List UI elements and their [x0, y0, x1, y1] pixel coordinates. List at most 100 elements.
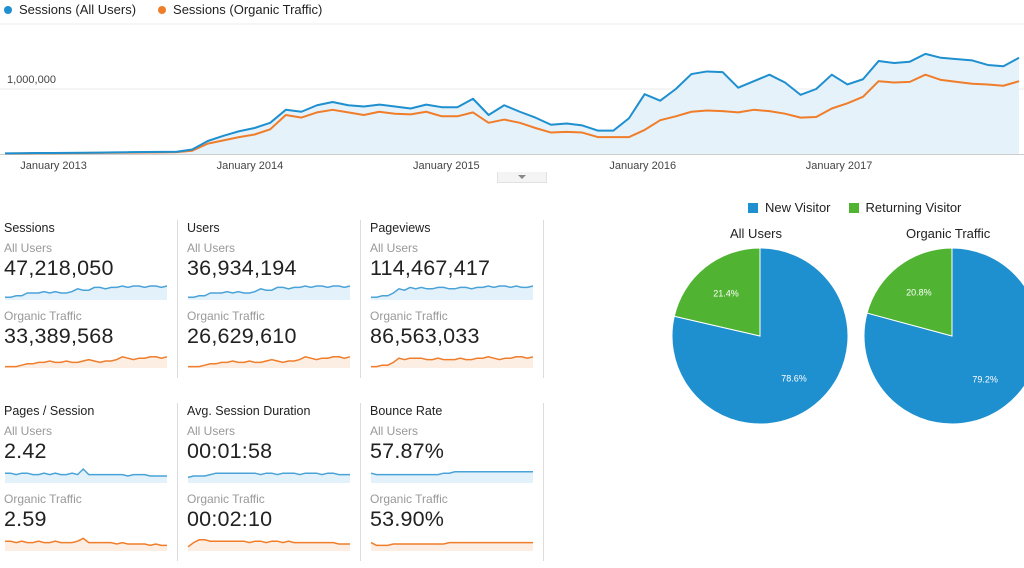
pie-legend-returning[interactable]: Returning Visitor — [848, 200, 962, 215]
legend-marker-organic — [158, 5, 167, 14]
x-tick-label: January 2016 — [609, 160, 676, 172]
pie-legend-label-returning: Returning Visitor — [865, 200, 962, 215]
metric-title: Bounce Rate — [370, 404, 443, 418]
sparkline-organic-line — [5, 356, 168, 368]
metric-value-all-users: 57.87% — [370, 439, 445, 463]
legend-item-all-users[interactable]: Sessions (All Users) — [4, 2, 136, 17]
metric-title: Avg. Session Duration — [187, 404, 311, 418]
metric-value-organic: 33,389,568 — [4, 324, 114, 348]
pie-slice-label: 78.6% — [781, 374, 807, 384]
sparkline-all-users-line — [370, 471, 533, 476]
sparkline-organic-area — [5, 356, 167, 368]
metric-value-all-users: 114,467,417 — [370, 256, 491, 280]
metric-value-organic: 2.59 — [4, 507, 47, 531]
segment-label-organic: Organic Traffic — [4, 492, 82, 506]
pie-title-organic: Organic Traffic — [906, 226, 991, 241]
sparkline-all-users — [187, 472, 350, 483]
sparkline-all-users-area — [5, 469, 167, 483]
sparkline-all-users-line — [187, 472, 350, 479]
sparkline-organic-area — [5, 538, 167, 551]
segment-label-all-users: All Users — [4, 241, 53, 255]
series-area-all-users — [5, 53, 1019, 154]
metric-title: Pages / Session — [4, 404, 95, 418]
collapse-chart-button[interactable] — [497, 172, 547, 183]
y-tick-1000000: 1,000,000 — [7, 74, 56, 86]
metric-value-all-users: 47,218,050 — [4, 256, 114, 280]
metric-value-organic: 86,563,033 — [370, 324, 480, 348]
pie-slice-label: 79.2% — [972, 374, 998, 384]
sparkline-organic-line — [187, 539, 350, 548]
metric-tile-bounce-rate[interactable]: Bounce Rate All Users 57.87% Organic Traffi… — [370, 404, 540, 552]
segment-label-organic: Organic Traffic — [370, 492, 448, 506]
segment-label-all-users: All Users — [187, 241, 236, 255]
metric-title: Sessions — [4, 221, 55, 235]
sparkline-all-users — [370, 471, 533, 483]
legend-item-organic[interactable]: Sessions (Organic Traffic) — [158, 2, 322, 17]
metric-tile-avg-session-duration[interactable]: Avg. Session Duration All Users 00:01:58 Or… — [187, 404, 357, 552]
sparkline-all-users-area — [371, 471, 533, 483]
sparkline-organic-area — [188, 539, 350, 551]
pie-chart-organic[interactable]: 79.2% 20.8% — [860, 244, 1024, 430]
metric-tile-pageviews[interactable]: Pageviews All Users 114,467,417 Organic Tra… — [370, 221, 540, 369]
sparkline-all-users-area — [188, 473, 350, 483]
y-tick-2000000: 2,000,000 — [7, 20, 56, 21]
metric-tile-pages-session[interactable]: Pages / Session All Users 2.42 Organic Traf… — [4, 404, 174, 552]
legend-label-all-users: Sessions (All Users) — [19, 2, 137, 17]
pie-title-all-users: All Users — [730, 226, 783, 241]
legend-marker-all-users — [4, 5, 12, 14]
sparkline-all-users — [371, 285, 534, 300]
sparkline-organic — [5, 537, 167, 551]
segment-label-organic: Organic Traffic — [4, 309, 82, 323]
pie-chart-all-users[interactable]: 78.6% 21.4% — [668, 244, 854, 430]
sessions-line-chart[interactable]: 2,000,000 1,000,000 January 2013 January 20… — [0, 20, 1024, 176]
metric-title: Users — [187, 221, 220, 235]
pie-legend-marker-returning — [848, 202, 859, 213]
sparkline-all-users-area — [188, 286, 350, 300]
sparkline-organic — [5, 356, 168, 368]
metric-divider — [543, 403, 544, 561]
sparkline-all-users — [5, 285, 168, 300]
metric-value-all-users: 00:01:58 — [187, 439, 273, 463]
metric-divider — [360, 220, 361, 378]
sparkline-organic — [371, 356, 534, 368]
sparkline-organic-area — [188, 356, 350, 368]
sparkline-organic-line — [188, 356, 351, 368]
segment-label-all-users: All Users — [370, 241, 419, 255]
pie-legend: New Visitor Returning Visitor — [748, 200, 961, 215]
metric-value-all-users: 36,934,194 — [187, 256, 297, 280]
sparkline-all-users-line — [188, 285, 351, 298]
metric-value-organic: 00:02:10 — [187, 507, 273, 531]
sparkline-all-users-area — [371, 286, 533, 300]
sparkline-organic-line — [5, 537, 167, 547]
pie-slice-label: 21.4% — [713, 288, 739, 298]
sparkline-all-users-line — [5, 285, 168, 298]
sparkline-organic — [188, 356, 351, 368]
metric-divider — [360, 403, 361, 561]
series-line-all-users — [4, 52, 1020, 155]
metric-value-organic: 53.90% — [370, 507, 445, 531]
metric-divider — [177, 403, 178, 561]
segment-label-organic: Organic Traffic — [187, 492, 265, 506]
sparkline-all-users-line — [5, 467, 167, 477]
metric-title: Pageviews — [370, 221, 431, 235]
metric-value-organic: 26,629,610 — [187, 324, 297, 348]
x-tick-label: January 2015 — [413, 160, 480, 172]
pie-slice-label: 20.8% — [906, 288, 932, 298]
metric-divider — [177, 220, 178, 378]
sparkline-organic-line — [371, 356, 534, 368]
sparkline-all-users-area — [5, 286, 167, 300]
pie-slice-returning-visitor[interactable] — [866, 247, 953, 337]
sparkline-organic — [370, 541, 533, 551]
metric-tile-users[interactable]: Users All Users 36,934,194 Organic Traffic 2… — [187, 221, 357, 369]
sparkline-organic — [187, 539, 350, 551]
sparkline-organic-line — [370, 541, 533, 547]
pie-legend-marker-new — [748, 202, 758, 213]
metric-tile-sessions[interactable]: Sessions All Users 47,218,050 Organic Traff… — [4, 221, 174, 369]
pie-slice-new-visitor[interactable] — [863, 247, 1024, 425]
segment-label-all-users: All Users — [4, 424, 53, 438]
pie-legend-new[interactable]: New Visitor — [748, 200, 831, 215]
pie-slice-returning-visitor[interactable] — [673, 247, 761, 337]
pie-legend-label-new: New Visitor — [765, 200, 831, 215]
x-tick-label: January 2014 — [217, 160, 284, 172]
x-tick-label: January 2013 — [20, 160, 87, 172]
